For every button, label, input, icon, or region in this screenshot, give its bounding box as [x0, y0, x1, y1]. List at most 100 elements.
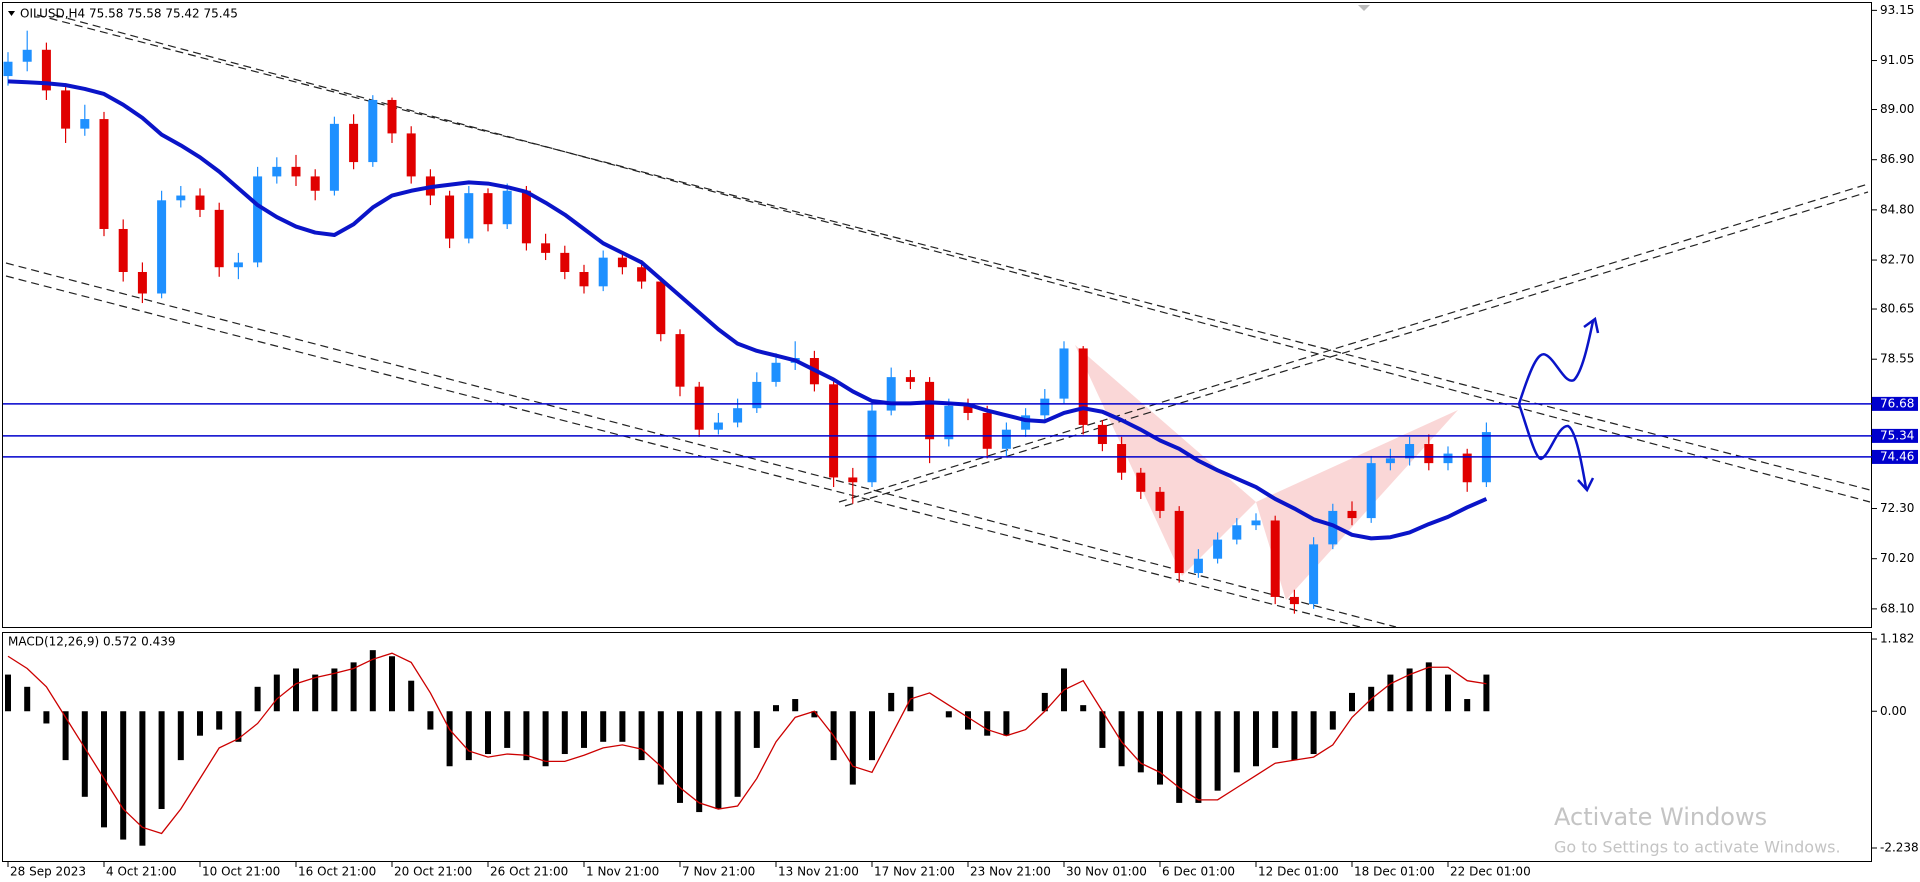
macd-bar [677, 711, 683, 803]
macd-bar [1349, 692, 1355, 712]
channel-line [5, 262, 1397, 628]
x-tick-label: 30 Nov 01:00 [1066, 865, 1147, 879]
macd-bar [1387, 674, 1394, 712]
macd-bar [1176, 711, 1183, 803]
macd-panel [2, 632, 1872, 862]
macd-bar [1137, 711, 1144, 773]
x-tick-label: 23 Nov 21:00 [970, 865, 1051, 879]
y-tick-label: 72.30 [1880, 501, 1914, 515]
trend-line [838, 183, 1869, 503]
macd-bar [792, 699, 799, 712]
candle-body [1193, 558, 1203, 574]
macd-bar [197, 711, 203, 736]
macd-bar [1445, 674, 1451, 712]
candle-body [944, 405, 954, 440]
x-tick-label: 16 Oct 21:00 [298, 865, 376, 879]
macd-bar [1310, 711, 1317, 755]
macd-bar [1253, 711, 1259, 767]
candle-body [617, 257, 627, 268]
x-tick-label: 26 Oct 21:00 [490, 865, 568, 879]
macd-bar [638, 711, 645, 761]
macd-bar [734, 711, 741, 797]
candle-body [1040, 398, 1050, 416]
candle-body [1366, 463, 1376, 519]
candle-body [713, 422, 723, 430]
arrowhead [1577, 477, 1595, 493]
x-tick-label: 7 Nov 21:00 [682, 865, 755, 879]
macd-bar [254, 686, 261, 712]
candle-body [310, 176, 320, 191]
macd-bar [657, 711, 664, 785]
candle-body [272, 166, 282, 177]
candle-body [253, 176, 263, 263]
candle-body [406, 133, 416, 177]
candle-body [1443, 453, 1453, 464]
macd-bar [177, 711, 184, 761]
candle-body [1289, 596, 1299, 605]
macd-bar [811, 711, 818, 718]
candle-body [99, 119, 109, 229]
y-tick-label: 89.00 [1880, 102, 1914, 116]
macd-bar [945, 711, 952, 718]
macd-bar [1233, 711, 1240, 773]
arrow [1517, 403, 1588, 489]
y-tick-label: 70.20 [1880, 551, 1914, 565]
y-tick-label: 78.55 [1880, 352, 1914, 366]
channel-line [36, 14, 1871, 491]
level-label: 74.46 [1880, 449, 1914, 463]
macd-bar [273, 674, 280, 712]
candle-body [137, 271, 147, 294]
macd-bar [5, 674, 11, 712]
macd-bar [849, 711, 856, 785]
x-tick-label: 28 Sep 2023 [10, 865, 86, 879]
scroll-icon[interactable] [1358, 5, 1370, 11]
chart-title: OILUSD,H4 75.58 75.58 75.42 75.45 [20, 7, 238, 21]
macd-bar [965, 711, 971, 730]
candle-body [445, 195, 455, 239]
candle-body [1174, 510, 1184, 574]
candle-body [598, 257, 608, 287]
arrow [1517, 320, 1595, 405]
candle-body [1117, 444, 1127, 473]
candle-body [61, 90, 71, 129]
macd-bar [312, 674, 319, 712]
macd-bar [158, 711, 165, 810]
macd-bar [1041, 692, 1048, 712]
macd-bar [1464, 699, 1471, 712]
candle-body [1270, 520, 1280, 597]
y-tick-label: 68.10 [1880, 601, 1914, 615]
candle-body [829, 384, 839, 478]
y-tick-label: 82.70 [1880, 253, 1914, 267]
level-label-box [1872, 428, 1918, 443]
macd-bar [1272, 711, 1279, 748]
candle-body [1155, 491, 1165, 511]
macd-bar [1291, 711, 1298, 761]
candle-body [1309, 544, 1319, 605]
candle-body [22, 49, 32, 62]
macd-bar [408, 680, 415, 712]
signal-line [7, 652, 1487, 835]
candle-body [291, 166, 301, 177]
pattern-triangle [1075, 345, 1256, 576]
candle-body [886, 377, 896, 411]
candle-body [1001, 429, 1011, 449]
candle-body [905, 377, 915, 382]
x-tick-label: 4 Oct 21:00 [106, 865, 177, 879]
candle-body [1136, 472, 1146, 492]
candle-body [176, 195, 186, 201]
candle-body [1078, 348, 1088, 425]
macd-bar [773, 705, 779, 712]
menu-icon[interactable] [8, 11, 15, 16]
y-tick-label: 1.182 [1880, 632, 1914, 646]
candle-body [214, 209, 224, 268]
macd-bar [869, 711, 875, 761]
candle-body [1385, 458, 1395, 464]
macd-bar [1425, 662, 1432, 712]
candle-body [521, 190, 531, 244]
macd-bar [581, 711, 587, 748]
level-label: 76.68 [1880, 396, 1914, 410]
candle-body [233, 262, 243, 268]
y-tick-label: 80.65 [1880, 302, 1914, 316]
